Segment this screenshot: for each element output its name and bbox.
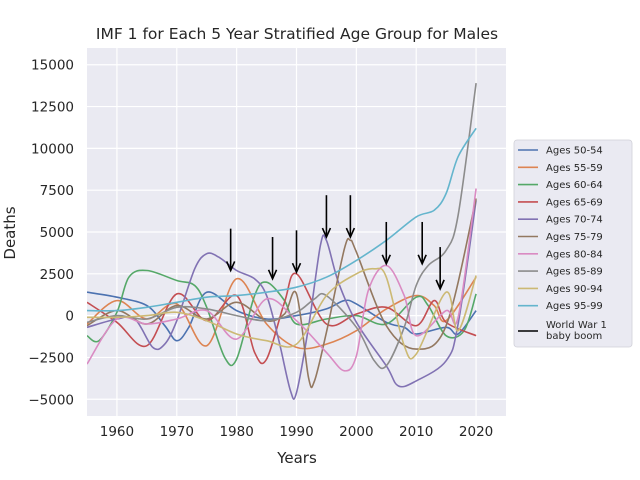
legend-entry: Ages 90-94: [518, 284, 603, 295]
x-tick-label: 1960: [100, 424, 134, 440]
legend-entry: Ages 50-54: [518, 146, 603, 157]
x-axis-label: Years: [276, 449, 317, 467]
legend-label: Ages 50-54: [546, 146, 603, 157]
annotation-arrow: [417, 221, 427, 266]
annotation-arrows: [225, 195, 445, 291]
legend-label: Ages 95-99: [546, 301, 603, 312]
annotation-arrow: [267, 237, 278, 281]
x-tick-label: 1990: [279, 424, 313, 440]
legend-entry: Ages 85-89: [518, 267, 603, 278]
y-tick-label: 15000: [31, 58, 74, 74]
y-tick-label: 2500: [40, 267, 74, 283]
legend-label: Ages 75-79: [546, 232, 603, 243]
series-line-ages-80-84: [87, 188, 477, 372]
legend-label: Ages 80-84: [546, 249, 603, 260]
series-line-ages-85-89: [87, 82, 477, 370]
legend-entry: Ages 60-64: [518, 180, 603, 191]
x-tick-label: 1970: [160, 424, 194, 440]
series-line-ages-90-94: [87, 267, 477, 360]
y-tick-labels: −5000 −2500 0 2500 5000 7500 10000 12500 15000: [28, 58, 74, 409]
annotation-arrow: [435, 247, 445, 291]
legend-label: Ages 70-74: [546, 215, 603, 226]
annotation-arrow: [225, 228, 236, 273]
annotation-arrow: [291, 230, 302, 275]
series-line-ages-75-79: [87, 198, 477, 389]
annotation-arrow: [345, 195, 356, 239]
y-tick-label: 12500: [31, 100, 74, 116]
y-tick-label: 10000: [31, 141, 74, 157]
legend-entry: Ages 65-69: [518, 197, 603, 208]
series-line-ages-95-99: [87, 127, 477, 312]
legend-label: Ages 90-94: [546, 284, 603, 295]
x-tick-label: 1980: [219, 424, 253, 440]
y-tick-label: 7500: [40, 183, 74, 199]
x-tick-label: 2020: [459, 424, 493, 440]
x-tick-labels: 1960 1970 1980 1990 2000 2010 2020: [100, 424, 494, 440]
y-tick-label: −2500: [28, 350, 74, 366]
series-line-ages-65-69: [87, 272, 477, 365]
legend-label: Ages 55-59: [546, 163, 603, 174]
series-lines: [87, 82, 477, 400]
y-tick-label: 5000: [40, 225, 74, 241]
legend-entry: Ages 55-59: [518, 163, 603, 174]
series-line-ages-50-54: [87, 291, 477, 342]
legend-entry: Ages 80-84: [518, 249, 603, 260]
legend: Ages 50-54 Ages 55-59 Ages 60-64 Ages 65-69…: [513, 139, 633, 348]
chart-title: IMF 1 for Each 5 Year Stratified Age Gro…: [96, 25, 498, 43]
legend-box: [513, 139, 633, 348]
annotation-arrow: [321, 195, 332, 239]
legend-label: World War 1: [546, 320, 607, 331]
y-tick-label: −5000: [28, 392, 74, 408]
annotation-arrow: [381, 221, 392, 266]
legend-label: Ages 65-69: [546, 197, 603, 208]
legend-label: baby boom: [546, 331, 602, 342]
legend-label: Ages 85-89: [546, 267, 603, 278]
series-line-ages-70-74: [87, 200, 477, 400]
x-tick-label: 2000: [339, 424, 373, 440]
legend-label: Ages 60-64: [546, 180, 603, 191]
legend-entry: Ages 70-74: [518, 215, 603, 226]
legend-entry: Ages 75-79: [518, 232, 603, 243]
y-axis-label: Deaths: [1, 206, 19, 259]
x-tick-label: 2010: [399, 424, 433, 440]
y-tick-label: 0: [65, 309, 74, 325]
legend-entry: Ages 95-99: [518, 301, 603, 312]
